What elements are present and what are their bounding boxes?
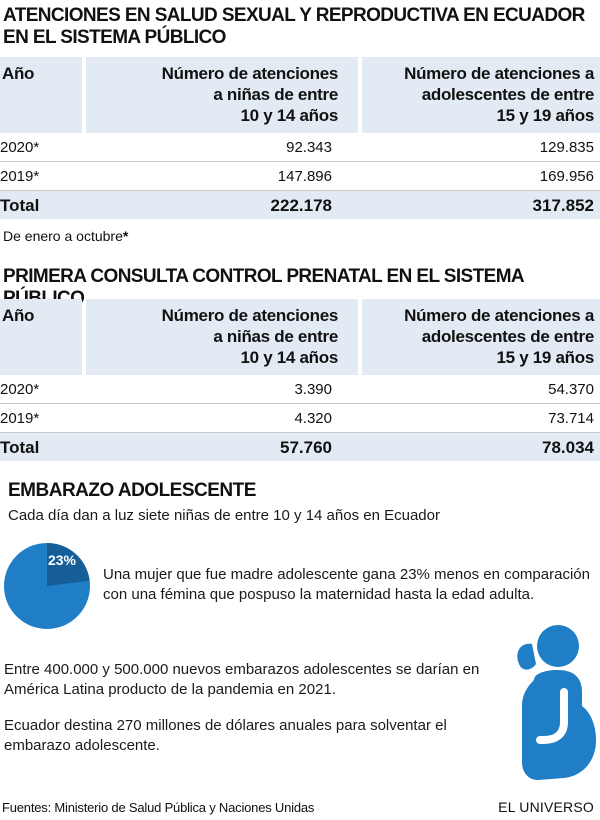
intro-text: Cada día dan a luz siete niñas de entre … <box>8 507 440 524</box>
pie-label: 23% <box>48 552 77 568</box>
pie-chart: 23% <box>4 543 90 629</box>
fact-pandemic: Entre 400.000 y 500.000 nuevos embarazos… <box>4 661 480 698</box>
header-girls: Número de atenciones a niñas de entre 10… <box>86 57 358 133</box>
table-header: Año Número de atenciones a niñas de entr… <box>0 299 600 375</box>
date-note: De enero a octubre* <box>3 228 129 244</box>
fact-income: Una mujer que fue madre adolescente gana… <box>103 566 590 603</box>
table-row: 2019* 147.896 169.956 <box>0 162 600 191</box>
table-row: 2019* 4.320 73.714 <box>0 404 600 433</box>
table-header: Año Número de atenciones a niñas de entr… <box>0 57 600 133</box>
pie-slice-23 <box>47 543 90 586</box>
fact-budget: Ecuador destina 270 millones de dólares … <box>4 717 447 754</box>
table-total-row: Total 222.178 317.852 <box>0 191 600 219</box>
care-table: Año Número de atenciones a niñas de entr… <box>0 57 600 219</box>
sources: Fuentes: Ministerio de Salud Pública y N… <box>2 800 315 815</box>
header-girls: Número de atenciones a niñas de entre 10… <box>86 299 358 375</box>
prenatal-table: Año Número de atenciones a niñas de entr… <box>0 299 600 461</box>
table-total-row: Total 57.760 78.034 <box>0 433 600 461</box>
header-adolescents: Número de atenciones a adolescentes de e… <box>362 299 600 375</box>
table-row: 2020* 92.343 129.835 <box>0 133 600 162</box>
pregnant-woman-icon <box>517 625 596 780</box>
table-row: 2020* 3.390 54.370 <box>0 375 600 404</box>
brand-logo: EL UNIVERSO <box>498 799 594 815</box>
section1-title: ATENCIONES EN SALUD SEXUAL Y REPRODUCTIV… <box>3 5 585 48</box>
section3-title: EMBARAZO ADOLESCENTE <box>8 480 256 501</box>
header-year: Año <box>0 299 82 375</box>
header-adolescents: Número de atenciones a adolescentes de e… <box>362 57 600 133</box>
header-year: Año <box>0 57 82 133</box>
